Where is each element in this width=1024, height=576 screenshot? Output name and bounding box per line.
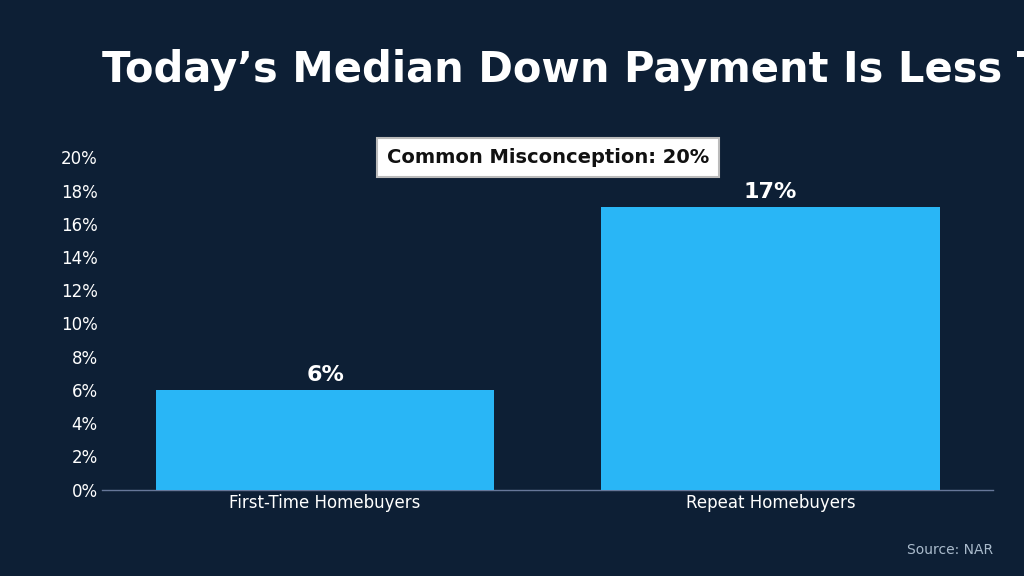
Text: Today’s Median Down Payment Is Less Than 20%: Today’s Median Down Payment Is Less Than… xyxy=(102,49,1024,91)
Text: Source: NAR: Source: NAR xyxy=(907,543,993,557)
Text: Common Misconception: 20%: Common Misconception: 20% xyxy=(387,148,709,167)
Text: 6%: 6% xyxy=(306,365,344,385)
Text: 17%: 17% xyxy=(743,182,798,202)
Bar xyxy=(156,390,495,490)
Bar xyxy=(601,207,940,490)
